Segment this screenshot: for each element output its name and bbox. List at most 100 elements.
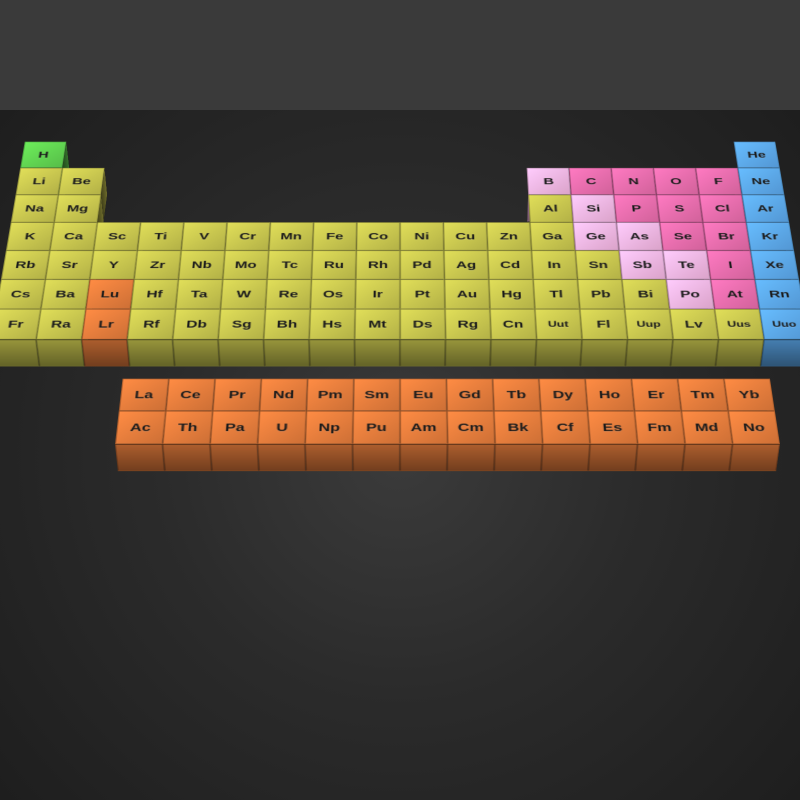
element-label: He: [734, 142, 780, 168]
element-label: La: [119, 379, 169, 411]
element-label: Rb: [1, 250, 50, 279]
element-label: Yb: [724, 379, 775, 411]
element-label: Fr: [0, 309, 41, 339]
element-label: Ta: [175, 279, 222, 309]
element-label: Fe: [312, 222, 356, 250]
element-label: Uuo: [759, 309, 800, 339]
element-label: Th: [162, 411, 212, 444]
block-front-face: [309, 339, 355, 366]
element-label: Sn: [575, 250, 622, 279]
block-front-face: [305, 444, 353, 471]
element-label: Pa: [210, 411, 259, 444]
block-front-face: [761, 339, 800, 366]
block-front-face: [535, 339, 582, 366]
element-label: V: [181, 222, 227, 250]
element-label: In: [531, 250, 577, 279]
element-label: Mn: [269, 222, 314, 250]
block-front-face: [36, 339, 85, 366]
element-label: Tc: [267, 250, 312, 279]
block-front-face: [115, 444, 165, 471]
element-label: Ra: [36, 309, 86, 339]
element-label: Cu: [443, 222, 487, 250]
element-label: Pr: [213, 379, 262, 411]
block-front-face: [490, 339, 536, 366]
element-label: Ba: [41, 279, 90, 309]
block-front-face: [162, 444, 211, 471]
element-label: Sr: [45, 250, 93, 279]
block-front-face: [264, 339, 310, 366]
element-label: Es: [587, 411, 637, 444]
block-front-face: [588, 444, 637, 471]
element-label: Cd: [488, 250, 533, 279]
block-front-face: [635, 444, 685, 471]
element-label: Ge: [573, 222, 619, 250]
block-front-face: [445, 339, 491, 366]
element-label: F: [695, 168, 741, 195]
element-label: Pm: [306, 379, 353, 411]
element-label: Hs: [309, 309, 355, 339]
element-label: Po: [666, 279, 714, 309]
element-label: Tm: [677, 379, 728, 411]
element-label: P: [614, 195, 660, 223]
block-front-face: [218, 339, 265, 366]
element-label: H: [20, 142, 66, 168]
block-front-face: [257, 444, 305, 471]
element-label: Ce: [166, 379, 215, 411]
element-label: Ir: [355, 279, 400, 309]
element-label: Te: [663, 250, 711, 279]
block-front-face: [715, 339, 764, 366]
element-label: Mg: [54, 195, 101, 223]
element-label: Y: [90, 250, 138, 279]
block-front-face: [355, 339, 400, 366]
block-front-face: [127, 339, 175, 366]
element-label: Na: [11, 195, 58, 223]
element-label: Cs: [0, 279, 45, 309]
element-label: Mo: [223, 250, 269, 279]
element-label: Cm: [447, 411, 495, 444]
element-label: Pt: [400, 279, 445, 309]
element-label: W: [220, 279, 267, 309]
element-label: Zr: [134, 250, 181, 279]
element-label: Nb: [178, 250, 225, 279]
element-label: Hf: [131, 279, 179, 309]
render-stage: HHeLiBeBCNOFNeNaMgAlSiPSClArKCaScTiVCrMn…: [0, 110, 800, 800]
element-label: Eu: [400, 379, 447, 411]
block-front-face: [447, 444, 495, 471]
element-label: No: [728, 411, 780, 444]
title-bar: [0, 0, 800, 110]
element-label: Sg: [218, 309, 265, 339]
block-front-face: [541, 444, 590, 471]
element-label: O: [653, 168, 699, 195]
element-label: Si: [571, 195, 616, 223]
element-label: Be: [58, 168, 104, 195]
element-label: Ru: [311, 250, 356, 279]
element-label: Re: [265, 279, 311, 309]
element-label: Ar: [742, 195, 789, 223]
element-label: Fl: [580, 309, 628, 339]
element-label: Rh: [356, 250, 400, 279]
element-label: Lr: [82, 309, 131, 339]
element-label: Pu: [352, 411, 400, 444]
element-label: S: [656, 195, 702, 223]
element-label: Ti: [137, 222, 183, 250]
element-label: Ga: [530, 222, 575, 250]
block-front-face: [400, 339, 445, 366]
element-label: Se: [659, 222, 706, 250]
block-front-face: [682, 444, 732, 471]
element-label: Dy: [539, 379, 588, 411]
block-front-face: [0, 339, 39, 366]
element-label: Tl: [533, 279, 580, 309]
element-label: Am: [400, 411, 448, 444]
element-label: Uus: [714, 309, 764, 339]
block-front-face: [352, 444, 400, 471]
element-label: Kr: [746, 222, 794, 250]
element-label: Rg: [445, 309, 491, 339]
element-label: Os: [310, 279, 355, 309]
element-label: C: [569, 168, 614, 195]
element-label: Sc: [93, 222, 140, 250]
element-label: Zn: [486, 222, 531, 250]
block-front-face: [580, 339, 627, 366]
element-label: Li: [16, 168, 63, 195]
element-label: Lu: [86, 279, 134, 309]
element-label: Db: [173, 309, 221, 339]
